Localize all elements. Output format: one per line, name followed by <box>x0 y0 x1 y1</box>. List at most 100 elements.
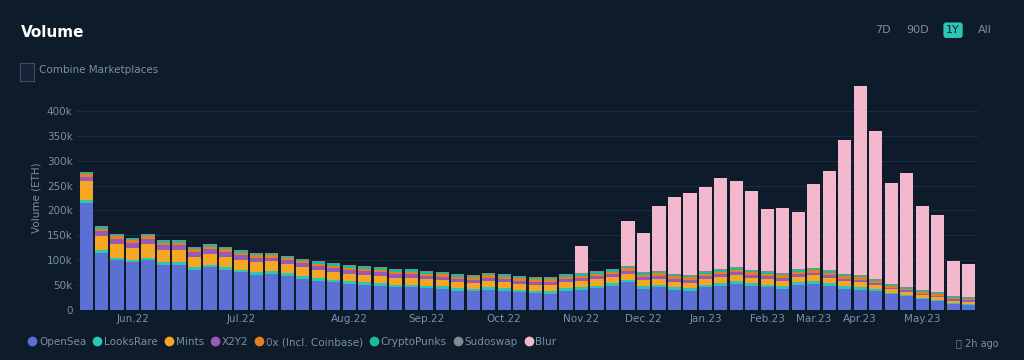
Bar <box>963 298 975 299</box>
Bar <box>559 288 572 291</box>
Bar <box>482 281 496 287</box>
Bar <box>311 266 325 270</box>
Bar <box>606 272 620 274</box>
Bar <box>792 269 805 270</box>
Bar <box>374 273 387 276</box>
Bar <box>452 275 464 277</box>
Bar <box>931 300 944 301</box>
Bar <box>204 245 216 247</box>
Bar <box>157 262 170 265</box>
Bar <box>792 277 805 282</box>
Bar <box>528 278 542 279</box>
Bar <box>776 281 790 286</box>
Bar <box>482 290 496 310</box>
Bar <box>745 190 759 270</box>
Bar <box>668 282 681 287</box>
Bar <box>963 297 975 298</box>
Bar <box>885 284 898 285</box>
Bar <box>683 283 696 288</box>
Bar <box>452 279 464 282</box>
Bar <box>343 270 356 274</box>
Bar <box>528 291 542 293</box>
Bar <box>963 265 975 297</box>
Bar <box>544 279 557 282</box>
Bar <box>807 184 820 268</box>
Bar <box>761 210 774 271</box>
Bar <box>574 290 588 310</box>
Bar <box>761 287 774 310</box>
Bar <box>204 265 216 267</box>
Bar <box>250 275 263 310</box>
Bar <box>358 266 372 267</box>
Bar <box>311 278 325 281</box>
Bar <box>683 275 696 276</box>
Bar <box>435 272 449 273</box>
Bar <box>187 247 201 248</box>
Bar <box>452 282 464 288</box>
Bar <box>946 297 959 298</box>
Bar <box>141 234 155 235</box>
Bar <box>591 279 603 286</box>
Bar <box>698 285 712 287</box>
Bar <box>854 276 867 277</box>
Bar <box>528 279 542 282</box>
Bar <box>296 260 309 261</box>
Bar <box>839 289 851 310</box>
Bar <box>435 273 449 274</box>
Bar <box>281 257 294 258</box>
Bar <box>420 288 433 310</box>
Bar <box>498 291 511 310</box>
Bar <box>900 289 913 290</box>
Bar <box>281 273 294 276</box>
Bar <box>915 206 929 290</box>
Bar <box>730 284 743 310</box>
Bar <box>544 285 557 291</box>
Bar <box>172 262 185 265</box>
Bar <box>792 212 805 269</box>
Bar <box>296 258 309 260</box>
Bar <box>730 275 743 281</box>
Bar <box>328 265 340 266</box>
Bar <box>435 280 449 286</box>
Bar <box>652 276 666 279</box>
Bar <box>435 286 449 289</box>
Bar <box>467 276 480 277</box>
Bar <box>311 264 325 266</box>
Bar <box>761 276 774 279</box>
Bar <box>698 271 712 273</box>
Bar <box>296 279 309 310</box>
Bar <box>574 246 588 273</box>
Bar <box>513 284 526 290</box>
Bar <box>467 283 480 289</box>
Bar <box>358 282 372 285</box>
Bar <box>931 297 944 300</box>
Bar <box>265 271 279 274</box>
Bar <box>404 274 418 278</box>
Bar <box>343 268 356 270</box>
Bar <box>885 286 898 288</box>
Bar <box>761 279 774 285</box>
Bar <box>513 290 526 292</box>
Bar <box>513 278 526 281</box>
Bar <box>963 300 975 302</box>
Bar <box>187 257 201 267</box>
Text: 1Y: 1Y <box>946 25 959 35</box>
Bar <box>420 274 433 276</box>
Bar <box>869 291 883 310</box>
Bar <box>591 273 603 274</box>
Bar <box>111 260 124 310</box>
Bar <box>854 290 867 310</box>
Bar <box>668 290 681 310</box>
Bar <box>652 279 666 285</box>
Bar <box>219 270 232 310</box>
Bar <box>389 274 402 278</box>
Bar <box>698 187 712 271</box>
Bar <box>745 283 759 286</box>
Bar <box>931 215 944 292</box>
Bar <box>668 274 681 275</box>
Bar <box>622 274 635 280</box>
Bar <box>111 234 124 235</box>
Bar <box>698 287 712 310</box>
Bar <box>311 262 325 264</box>
Bar <box>95 253 109 310</box>
